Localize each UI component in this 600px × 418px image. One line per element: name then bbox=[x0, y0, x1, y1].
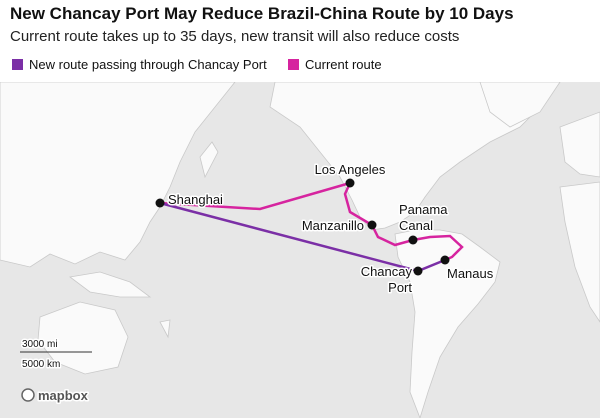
scale-label: 5000 km bbox=[22, 359, 60, 370]
scale-label: 3000 mi bbox=[22, 339, 58, 350]
place-dot bbox=[155, 198, 165, 208]
place-dot bbox=[367, 220, 377, 230]
place-label: Los Angeles bbox=[315, 162, 386, 177]
logo-text: mapbox bbox=[38, 388, 89, 403]
land bbox=[0, 82, 600, 418]
scale-bar: 3000 mi 5000 km bbox=[20, 338, 92, 372]
place-dot bbox=[345, 178, 355, 188]
place-label: Manzanillo bbox=[302, 218, 364, 233]
place-label: Chancay Port bbox=[361, 264, 413, 295]
legend-label: New route passing through Chancay Port bbox=[29, 57, 267, 72]
place-dot bbox=[413, 266, 423, 276]
place-label: Shanghai bbox=[168, 192, 223, 207]
subtitle: Current route takes up to 35 days, new t… bbox=[10, 28, 460, 45]
legend-swatch bbox=[288, 59, 299, 70]
legend-item: Current route bbox=[288, 57, 382, 72]
place-dots bbox=[155, 178, 450, 276]
place-label: Panama Canal bbox=[399, 202, 448, 233]
legend-item: New route passing through Chancay Port bbox=[12, 57, 267, 72]
legend-swatch bbox=[12, 59, 23, 70]
legend-label: Current route bbox=[305, 57, 382, 72]
logo-icon bbox=[21, 388, 35, 402]
title: New Chancay Port May Reduce Brazil-China… bbox=[10, 4, 514, 23]
place-dot bbox=[408, 235, 418, 245]
attribution: mapbox bbox=[21, 387, 90, 405]
place-label: Manaus bbox=[447, 266, 494, 281]
map: Shanghai Los Angeles Manzanillo Panama Ca… bbox=[0, 82, 600, 418]
place-dot bbox=[440, 255, 450, 265]
